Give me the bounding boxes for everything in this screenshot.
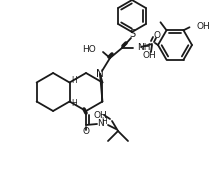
Text: OH: OH (93, 111, 107, 119)
Text: N: N (98, 119, 104, 128)
Text: OH: OH (142, 50, 156, 59)
Text: S: S (129, 29, 135, 39)
Text: NH: NH (137, 43, 151, 52)
Text: O: O (154, 31, 160, 40)
Text: OH: OH (196, 22, 210, 31)
Text: HO: HO (82, 45, 96, 54)
Text: N: N (96, 69, 104, 79)
Text: H: H (72, 76, 77, 85)
Text: H: H (72, 99, 77, 108)
Text: H: H (101, 118, 107, 127)
Text: O: O (82, 128, 90, 137)
